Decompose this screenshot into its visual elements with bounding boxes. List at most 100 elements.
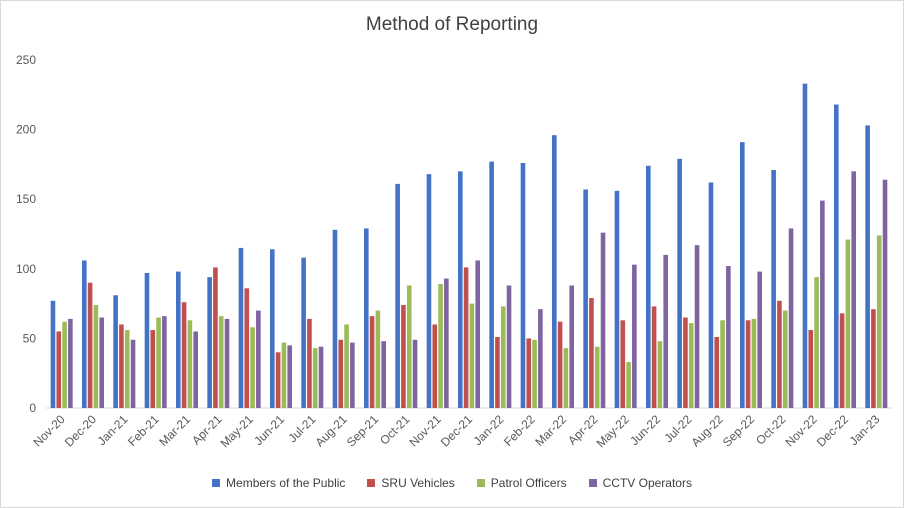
- bar-members-of-the-public: [82, 260, 87, 408]
- bar-members-of-the-public: [677, 158, 682, 408]
- bar-members-of-the-public: [865, 125, 870, 409]
- legend-swatch: [476, 479, 485, 487]
- bar-cctv-operators: [256, 310, 261, 408]
- legend-item: SRU Vehicles: [367, 476, 455, 490]
- bar-members-of-the-public: [144, 272, 150, 408]
- bar-sru-vehicles: [620, 320, 626, 408]
- bar-members-of-the-public: [426, 174, 432, 408]
- bar-members-of-the-public: [614, 190, 620, 408]
- legend-swatch: [212, 479, 221, 487]
- bar-patrol-officers: [218, 316, 224, 408]
- bar-members-of-the-public: [395, 183, 400, 408]
- x-tick-label: Jan-22: [471, 412, 507, 448]
- bar-members-of-the-public: [771, 169, 776, 408]
- legend-label: Patrol Officers: [490, 476, 567, 490]
- bar-members-of-the-public: [50, 300, 56, 408]
- bar-sru-vehicles: [401, 304, 406, 408]
- bar-sru-vehicles: [557, 321, 563, 408]
- bar-sru-vehicles: [589, 298, 594, 408]
- bar-sru-vehicles: [338, 339, 344, 408]
- bar-sru-vehicles: [463, 267, 469, 408]
- bar-patrol-officers: [563, 348, 569, 408]
- legend-label: CCTV Operators: [602, 476, 692, 490]
- bar-patrol-officers: [62, 321, 67, 408]
- bar-members-of-the-public: [834, 104, 839, 408]
- bar-members-of-the-public: [708, 182, 714, 408]
- bar-members-of-the-public: [238, 247, 244, 408]
- bar-patrol-officers: [124, 330, 130, 408]
- bar-members-of-the-public: [301, 257, 306, 408]
- bar-cctv-operators: [851, 171, 856, 408]
- bar-patrol-officers: [406, 285, 412, 408]
- legend-label: SRU Vehicles: [381, 476, 455, 490]
- bar-members-of-the-public: [520, 163, 526, 408]
- bar-members-of-the-public: [552, 135, 557, 409]
- bar-cctv-operators: [600, 232, 606, 408]
- bar-cctv-operators: [193, 331, 198, 408]
- bar-members-of-the-public: [113, 295, 118, 408]
- bar-members-of-the-public: [740, 142, 745, 408]
- bar-patrol-officers: [438, 284, 443, 408]
- bar-patrol-officers: [657, 341, 663, 408]
- bar-sru-vehicles: [432, 324, 438, 408]
- bar-sru-vehicles: [495, 337, 500, 408]
- bar-cctv-operators: [318, 346, 324, 408]
- bar-cctv-operators: [538, 309, 543, 408]
- bar-sru-vehicles: [651, 306, 657, 408]
- bar-patrol-officers: [375, 310, 381, 408]
- bar-patrol-officers: [281, 342, 287, 408]
- bar-sru-vehicles: [369, 316, 375, 408]
- bar-members-of-the-public: [802, 83, 808, 408]
- chart-title: Method of Reporting: [365, 14, 539, 35]
- legend-item: CCTV Operators: [588, 476, 692, 490]
- bar-cctv-operators: [381, 341, 386, 408]
- x-tick-label: Aug-21: [313, 412, 350, 449]
- x-tick-label: Aug-22: [689, 412, 726, 449]
- bar-cctv-operators: [287, 345, 292, 408]
- bar-cctv-operators: [788, 228, 794, 408]
- bar-cctv-operators: [726, 266, 731, 408]
- bar-patrol-officers: [156, 317, 161, 408]
- bar-sru-vehicles: [181, 302, 187, 408]
- bar-members-of-the-public: [458, 171, 463, 408]
- y-tick-label: 50: [23, 331, 37, 345]
- bar-members-of-the-public: [583, 189, 588, 408]
- bar-cctv-operators: [663, 254, 668, 408]
- x-tick-label: Mar-22: [532, 412, 569, 449]
- legend-swatch: [588, 479, 597, 487]
- bar-sru-vehicles: [244, 288, 250, 408]
- bar-cctv-operators: [506, 285, 512, 408]
- legend-item: Patrol Officers: [476, 476, 567, 490]
- bar-cctv-operators: [99, 317, 104, 408]
- x-tick-label: Jun-22: [627, 412, 663, 448]
- bar-patrol-officers: [814, 277, 819, 408]
- bar-cctv-operators: [444, 278, 449, 408]
- bar-cctv-operators: [162, 316, 167, 408]
- y-tick-label: 100: [16, 262, 36, 276]
- bar-cctv-operators: [569, 285, 574, 408]
- bar-sru-vehicles: [683, 317, 688, 408]
- bar-cctv-operators: [412, 339, 418, 408]
- bar-patrol-officers: [845, 239, 851, 408]
- bar-patrol-officers: [876, 235, 882, 408]
- bar-cctv-operators: [757, 271, 762, 408]
- x-tick-label: Dec-22: [814, 412, 851, 449]
- bar-members-of-the-public: [270, 249, 275, 408]
- x-tick-label: Jan-21: [95, 412, 131, 448]
- bar-patrol-officers: [594, 346, 600, 408]
- bar-members-of-the-public: [332, 229, 338, 408]
- bar-patrol-officers: [500, 306, 506, 408]
- y-tick-label: 150: [16, 192, 36, 206]
- chart-legend: Members of the Public SRU Vehicles Patrol …: [0, 476, 904, 490]
- x-tick-label: Nov-20: [31, 412, 68, 449]
- bar-sru-vehicles: [526, 338, 532, 408]
- bar-sru-vehicles: [714, 337, 720, 408]
- bar-members-of-the-public: [176, 271, 181, 408]
- x-tick-label: Sep-22: [720, 412, 757, 449]
- bar-cctv-operators: [632, 264, 637, 408]
- bar-sru-vehicles: [213, 267, 218, 408]
- x-tick-label: Nov-22: [783, 412, 820, 449]
- y-tick-label: 200: [16, 123, 36, 137]
